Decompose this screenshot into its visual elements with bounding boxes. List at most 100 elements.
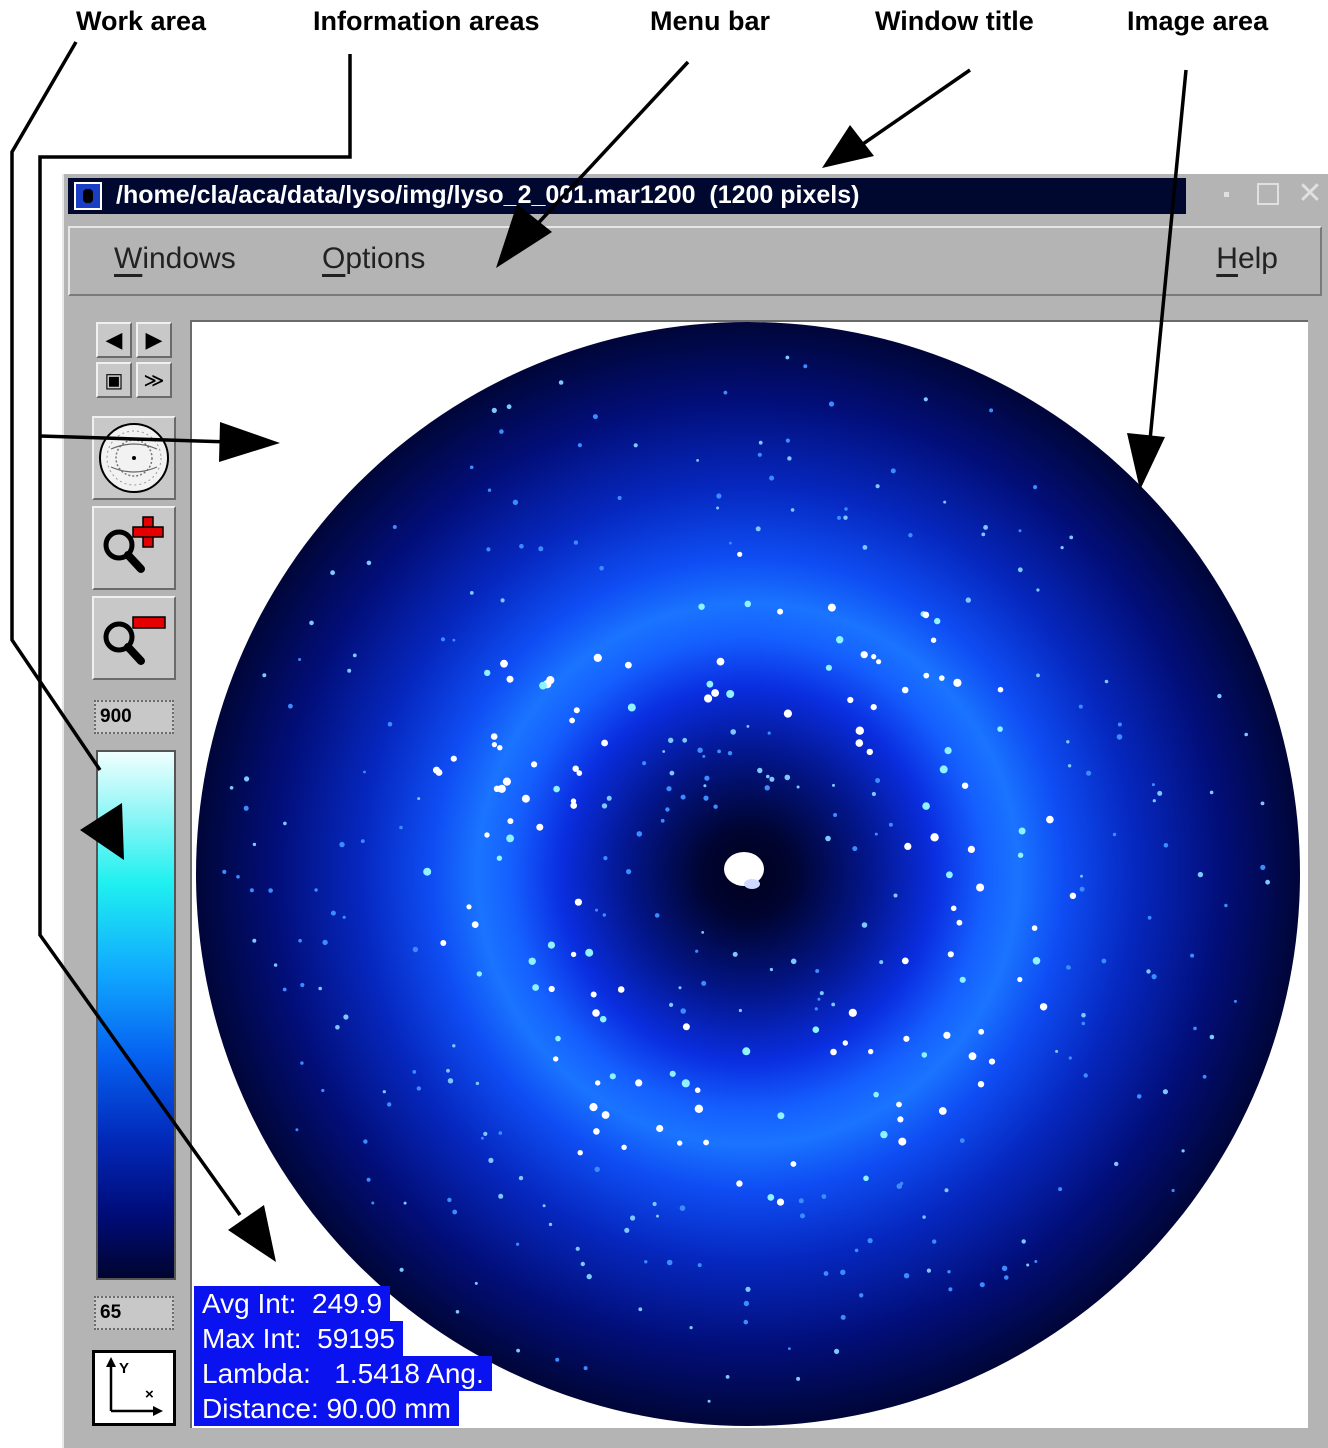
diffraction-spot xyxy=(981,532,986,537)
stop-square-icon: ▣ xyxy=(104,369,124,392)
diffraction-spot xyxy=(548,1222,553,1227)
diffraction-spot xyxy=(484,669,491,677)
fast-forward-button[interactable]: ≫ xyxy=(136,362,172,398)
diffraction-spot xyxy=(896,1101,902,1108)
diffraction-spot xyxy=(532,984,539,991)
diffraction-spot xyxy=(819,991,824,996)
diffraction-spot xyxy=(249,888,254,893)
diffraction-spot xyxy=(866,748,873,756)
diffraction-spot xyxy=(1026,1263,1030,1267)
diffraction-spot xyxy=(603,856,608,861)
stop-button[interactable]: ▣ xyxy=(96,362,132,398)
diffraction-spot xyxy=(844,507,848,511)
diffraction-spot xyxy=(828,401,835,407)
diffraction-spot xyxy=(352,653,357,658)
diffraction-spot xyxy=(790,508,795,512)
diffraction-spot xyxy=(716,493,722,499)
triangle-left-icon: ◀ xyxy=(105,327,123,352)
diffraction-spot xyxy=(574,898,582,906)
diffraction-spot xyxy=(416,1086,421,1091)
diffraction-spot xyxy=(594,1166,600,1172)
diffraction-spot xyxy=(1202,1074,1207,1079)
window-title-arrow xyxy=(859,68,971,148)
diffraction-spot xyxy=(1017,567,1023,573)
diffraction-spot xyxy=(697,747,703,753)
diffraction-spot xyxy=(959,976,966,983)
diffraction-spot xyxy=(1068,1056,1072,1060)
diffraction-spot xyxy=(1069,892,1077,899)
diffraction-spot xyxy=(440,637,446,642)
colorbar-min-field[interactable]: 65 xyxy=(94,1296,174,1330)
image-area[interactable]: Avg Int: 249.9 Max Int: 59195 Lambda: 1.… xyxy=(190,320,1308,1428)
diffraction-spot xyxy=(706,680,714,688)
diffraction-spot xyxy=(507,818,514,825)
diffraction-spot xyxy=(592,414,598,420)
menu-help[interactable]: Help xyxy=(1216,242,1278,276)
diffraction-spot xyxy=(978,1028,985,1035)
diffraction-spot xyxy=(295,1128,299,1132)
diffraction-spot xyxy=(636,831,643,837)
diffraction-spot xyxy=(1147,915,1152,920)
diffraction-spot xyxy=(922,611,930,619)
minimize-icon[interactable] xyxy=(1212,180,1240,208)
diffraction-spot xyxy=(704,694,713,703)
diffraction-spot xyxy=(1039,1003,1048,1011)
diffraction-spot xyxy=(921,1052,928,1058)
diffraction-spot xyxy=(1197,871,1204,878)
diffraction-spot xyxy=(836,636,844,644)
diffraction-spot xyxy=(252,842,257,847)
colorbar-max-field[interactable]: 900 xyxy=(94,700,174,734)
diffraction-spot xyxy=(630,1215,636,1221)
diffraction-spot xyxy=(599,565,604,571)
diffraction-spot xyxy=(573,707,580,714)
diffraction-spot xyxy=(577,443,582,448)
diffraction-spot xyxy=(433,766,440,774)
diffraction-spot xyxy=(904,842,912,851)
annotation-information-areas: Information areas xyxy=(313,6,540,36)
diffraction-spot xyxy=(506,834,514,843)
maximize-icon[interactable] xyxy=(1254,180,1282,208)
zoom-out-button[interactable] xyxy=(92,596,176,680)
diffraction-spot xyxy=(696,459,699,462)
thumbnail-button[interactable] xyxy=(92,416,176,500)
triangle-right-icon: ▶ xyxy=(145,327,163,352)
diffraction-spot xyxy=(652,1201,657,1207)
diffraction-spot xyxy=(1116,734,1123,740)
annotation-work-area: Work area xyxy=(76,6,207,36)
diffraction-spot xyxy=(412,946,419,953)
diffraction-spot xyxy=(309,620,314,626)
zoom-in-button[interactable] xyxy=(92,506,176,590)
next-image-button[interactable]: ▶ xyxy=(136,322,172,358)
diffraction-spot xyxy=(713,804,718,809)
diffraction-spot xyxy=(784,774,791,781)
diffraction-spot xyxy=(932,1239,937,1244)
menu-windows[interactable]: Windows xyxy=(114,242,236,276)
diffraction-spot xyxy=(536,823,544,831)
diffraction-spot xyxy=(392,525,397,529)
diffraction-spot xyxy=(1224,903,1228,908)
diffraction-spot xyxy=(621,1144,627,1150)
diffraction-spot xyxy=(939,765,948,774)
diffraction-spot xyxy=(870,704,877,711)
diffraction-spot xyxy=(707,1399,711,1403)
info-lambda: Lambda: 1.5418 Ang. xyxy=(194,1356,492,1391)
diffraction-spot xyxy=(273,963,278,967)
diffraction-spot xyxy=(943,1031,951,1039)
close-icon[interactable]: ✕ xyxy=(1297,177,1323,210)
diffraction-spot xyxy=(814,1007,818,1011)
diffraction-spot xyxy=(1018,529,1022,533)
diffraction-spot xyxy=(855,726,864,735)
previous-image-button[interactable]: ◀ xyxy=(96,322,132,358)
app-icon[interactable] xyxy=(74,182,102,210)
diffraction-spot xyxy=(730,729,736,735)
diffraction-spot xyxy=(732,951,738,957)
diffraction-spot xyxy=(1033,485,1038,490)
diffraction-image[interactable] xyxy=(192,322,1308,1428)
title-bar[interactable]: /home/cla/aca/data/lyso/img/lyso_2_001.m… xyxy=(68,178,1186,214)
diffraction-spot xyxy=(879,960,884,965)
axis-orientation-button[interactable]: Y × xyxy=(92,1350,176,1426)
menu-help-label: elp xyxy=(1237,242,1278,275)
diffraction-spot xyxy=(702,754,706,758)
menu-options[interactable]: Options xyxy=(322,242,425,276)
